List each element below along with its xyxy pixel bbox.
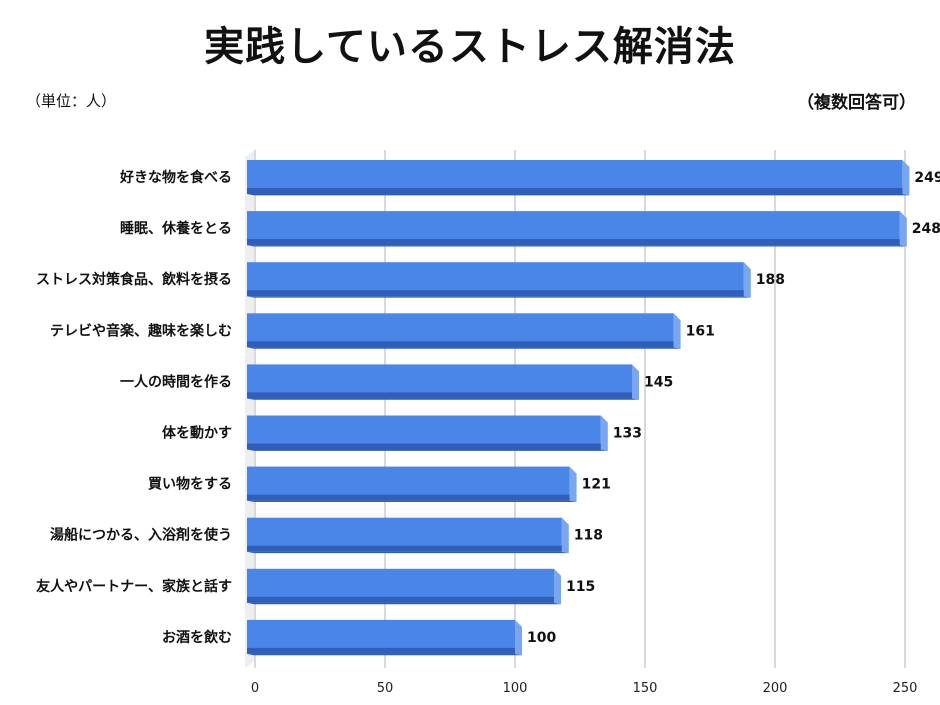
bar-bottom-face — [247, 347, 681, 349]
data-label: 100 — [527, 630, 556, 646]
bar-edge — [247, 341, 674, 348]
data-label: 118 — [574, 528, 603, 544]
bar-end-face — [600, 415, 608, 451]
bar-edge — [247, 239, 900, 246]
bar-bottom-face — [247, 245, 907, 247]
category-label: ストレス対策食品、飲料を摂る — [36, 271, 232, 288]
bar-bottom-face — [247, 602, 561, 605]
data-label: 133 — [613, 426, 642, 442]
data-label: 249 — [914, 170, 940, 186]
bar-edge — [247, 188, 903, 194]
x-tick-label: 50 — [377, 681, 394, 696]
data-label: 188 — [756, 272, 785, 288]
x-tick-label: 100 — [503, 681, 528, 696]
category-label: テレビや音楽、趣味を楽しむ — [50, 322, 232, 339]
category-label: 睡眠、休養をとる — [120, 220, 232, 237]
bar-end-face — [569, 466, 577, 502]
bar-end-face — [632, 364, 639, 400]
bar-bottom-face — [247, 194, 910, 196]
bar-bottom-face — [247, 500, 577, 502]
bar-bottom-face — [247, 296, 751, 298]
chart-title: 実践しているストレス解消法 — [204, 24, 736, 70]
x-tick-label: 0 — [251, 681, 259, 696]
bar-end-face — [902, 160, 910, 196]
bar-bottom-face — [247, 551, 569, 554]
bar-edge — [247, 647, 515, 654]
category-label: お酒を飲む — [162, 629, 232, 646]
data-label: 145 — [644, 374, 673, 390]
bar-edge — [247, 290, 744, 297]
category-label: 湯船につかる、入浴剤を使う — [50, 527, 232, 544]
category-label: 友人やパートナー、家族と話す — [36, 578, 232, 595]
bar-bottom-face — [247, 449, 608, 451]
data-label: 115 — [566, 579, 595, 595]
bar-end-face — [554, 568, 561, 605]
bar-edge — [247, 596, 554, 603]
bar-bottom-face — [247, 398, 639, 400]
category-label: 好きな物を食べる — [119, 169, 232, 186]
bar-end-face — [515, 619, 522, 656]
multi-answer-note: （複数回答可） — [797, 93, 916, 113]
x-tick-label: 250 — [893, 681, 918, 696]
unit-note: （単位：人） — [26, 92, 117, 110]
data-label: 161 — [686, 323, 715, 339]
bar-end-face — [561, 517, 569, 554]
category-label: 買い物をする — [148, 476, 232, 493]
bar-end-face — [673, 313, 681, 349]
data-label: 121 — [582, 477, 611, 493]
bar-bottom-face — [247, 653, 522, 656]
bar-end-face — [899, 211, 907, 247]
bar-edge — [247, 545, 562, 552]
bar-end-face — [743, 262, 751, 298]
bar-edge — [247, 392, 632, 399]
category-label: 体を動かす — [162, 425, 232, 442]
bar-edge — [247, 443, 601, 450]
x-tick-label: 200 — [763, 681, 788, 696]
category-label: 一人の時間を作る — [120, 373, 232, 390]
bar-edge — [247, 494, 570, 501]
x-tick-label: 150 — [633, 681, 658, 696]
data-label: 248 — [912, 221, 940, 237]
